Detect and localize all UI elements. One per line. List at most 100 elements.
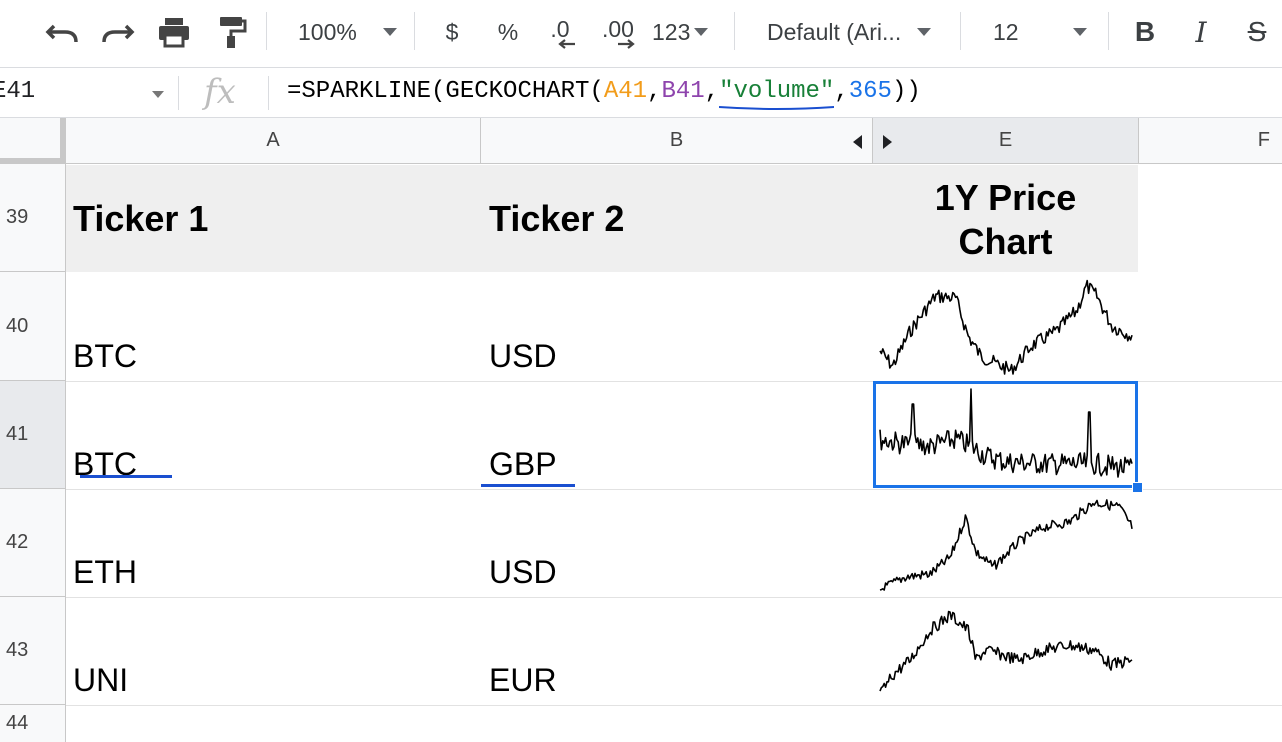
row-header-41[interactable]: 41 (0, 381, 66, 489)
cell-a40[interactable]: BTC (73, 338, 137, 374)
formula-separator (268, 76, 269, 110)
column-header-a[interactable]: A (66, 118, 481, 164)
name-box[interactable]: E41 (0, 68, 178, 117)
currency-format-button[interactable]: $ (436, 12, 468, 52)
column-header-b[interactable]: B (481, 118, 873, 164)
currency-label: $ (445, 18, 459, 45)
formula-close: )) (891, 78, 921, 105)
formula-comma: , (834, 78, 849, 105)
formula-ref-b41: B41 (661, 78, 705, 105)
selected-cell-outline (873, 381, 1138, 488)
sparkline-line (879, 610, 1133, 692)
cell-a42[interactable]: ETH (73, 554, 137, 590)
sparkline-e43[interactable] (878, 600, 1134, 700)
header-row-band (66, 165, 1138, 272)
sparkline-line (879, 388, 1133, 478)
cell-b41[interactable]: GBP (489, 446, 557, 482)
toolbar-separator (266, 12, 267, 50)
row-number: 43 (6, 639, 29, 661)
cell-b42[interactable]: USD (489, 554, 557, 590)
paint-format-icon[interactable] (212, 12, 252, 52)
bold-icon: B (1134, 16, 1156, 47)
percent-format-button[interactable]: % (490, 12, 526, 52)
more-formats-label: 123 (652, 18, 691, 45)
row-gridline (66, 597, 1282, 598)
hidden-columns-left-icon[interactable] (853, 135, 862, 149)
increase-decimal-button[interactable]: .00 (596, 10, 640, 54)
row-number: 39 (6, 206, 29, 228)
row-header-39[interactable]: 39 (0, 164, 66, 272)
row-header-43[interactable]: 43 (0, 597, 66, 705)
strikethrough-button[interactable]: S (1238, 12, 1276, 52)
toolbar: 100% $ % .0 .00 123 Default (Ari... 12 B… (0, 0, 1282, 68)
italic-button[interactable]: I (1182, 12, 1220, 52)
more-formats-button[interactable]: 123 (652, 12, 718, 52)
row-number: 44 (6, 712, 29, 734)
cell-b39[interactable]: Ticker 2 (489, 198, 625, 239)
spellcheck-underline (481, 484, 575, 487)
toolbar-separator (414, 12, 415, 50)
formula-number-arg: 365 (848, 78, 892, 105)
redo-icon[interactable] (98, 12, 138, 52)
column-header-e[interactable]: E (873, 118, 1139, 164)
strikethrough-icon: S (1247, 16, 1267, 47)
formula-bar: E41 fx =SPARKLINE(GECKOCHART(A41,B41,"vo… (0, 68, 1282, 118)
sparkline-e40[interactable] (878, 276, 1134, 376)
row-header-42[interactable]: 42 (0, 489, 66, 597)
formula-string-arg: "volume" (719, 78, 835, 110)
toolbar-separator (734, 12, 735, 50)
cell-b43[interactable]: EUR (489, 662, 557, 698)
select-all-corner[interactable] (0, 118, 66, 164)
zoom-select[interactable]: 100% (288, 12, 408, 52)
formula-input[interactable]: =SPARKLINE(GECKOCHART(A41,B41,"volume" ,3… (287, 78, 921, 110)
toolbar-separator (960, 12, 961, 50)
sparkline-line (879, 279, 1133, 375)
percent-label: % (497, 18, 519, 45)
column-label: B (669, 129, 684, 151)
formula-ref-a41: A41 (603, 78, 648, 105)
arrow-right-icon (618, 38, 635, 49)
formula-function: =SPARKLINE(GECKOCHART( (287, 78, 604, 105)
font-family-select[interactable]: Default (Ari... (760, 12, 950, 52)
cell-b40[interactable]: USD (489, 338, 557, 374)
sparkline-line (879, 499, 1133, 591)
zoom-value: 100% (298, 18, 357, 45)
row-gridline (66, 381, 1282, 382)
sparkline-e41[interactable] (878, 384, 1134, 484)
hidden-columns-right-icon[interactable] (883, 135, 892, 149)
row-header-44[interactable]: 44 (0, 705, 66, 742)
sparkline-e42[interactable] (878, 492, 1134, 592)
cell-e39[interactable]: 1Y Price Chart (873, 176, 1138, 264)
column-label: F (1257, 129, 1270, 151)
cell-a43[interactable]: UNI (73, 662, 129, 698)
chevron-down-icon (917, 28, 932, 36)
formula-string-text: "volume" (719, 78, 835, 105)
spellcheck-underline (80, 475, 172, 478)
row-number: 40 (6, 314, 29, 337)
decrease-decimal-label: .0 (550, 15, 570, 42)
font-size-value: 12 (993, 18, 1019, 45)
name-box-value: E41 (0, 78, 36, 105)
cell-a39[interactable]: Ticker 1 (73, 198, 209, 239)
column-header-f[interactable]: F (1139, 118, 1282, 164)
fill-handle[interactable] (1132, 482, 1143, 493)
font-size-select[interactable]: 12 (984, 12, 1094, 52)
row-gridline (66, 489, 1282, 490)
row-header-40[interactable]: 40 (0, 272, 66, 381)
row-number: 41 (6, 423, 29, 445)
formula-separator (178, 76, 179, 110)
chevron-down-icon (382, 28, 397, 36)
toolbar-separator (1108, 12, 1109, 50)
chart-header-line2: Chart (958, 221, 1053, 262)
print-icon[interactable] (154, 12, 194, 52)
formula-comma: , (704, 78, 720, 105)
chevron-down-icon (694, 28, 709, 36)
spellcheck-underline (719, 106, 835, 110)
bold-button[interactable]: B (1126, 12, 1164, 52)
italic-icon: I (1195, 15, 1207, 49)
column-label: E (998, 129, 1013, 151)
arrow-left-icon (558, 38, 575, 49)
chevron-down-icon (1072, 28, 1087, 36)
decrease-decimal-button[interactable]: .0 (540, 10, 580, 54)
undo-icon[interactable] (42, 12, 82, 52)
